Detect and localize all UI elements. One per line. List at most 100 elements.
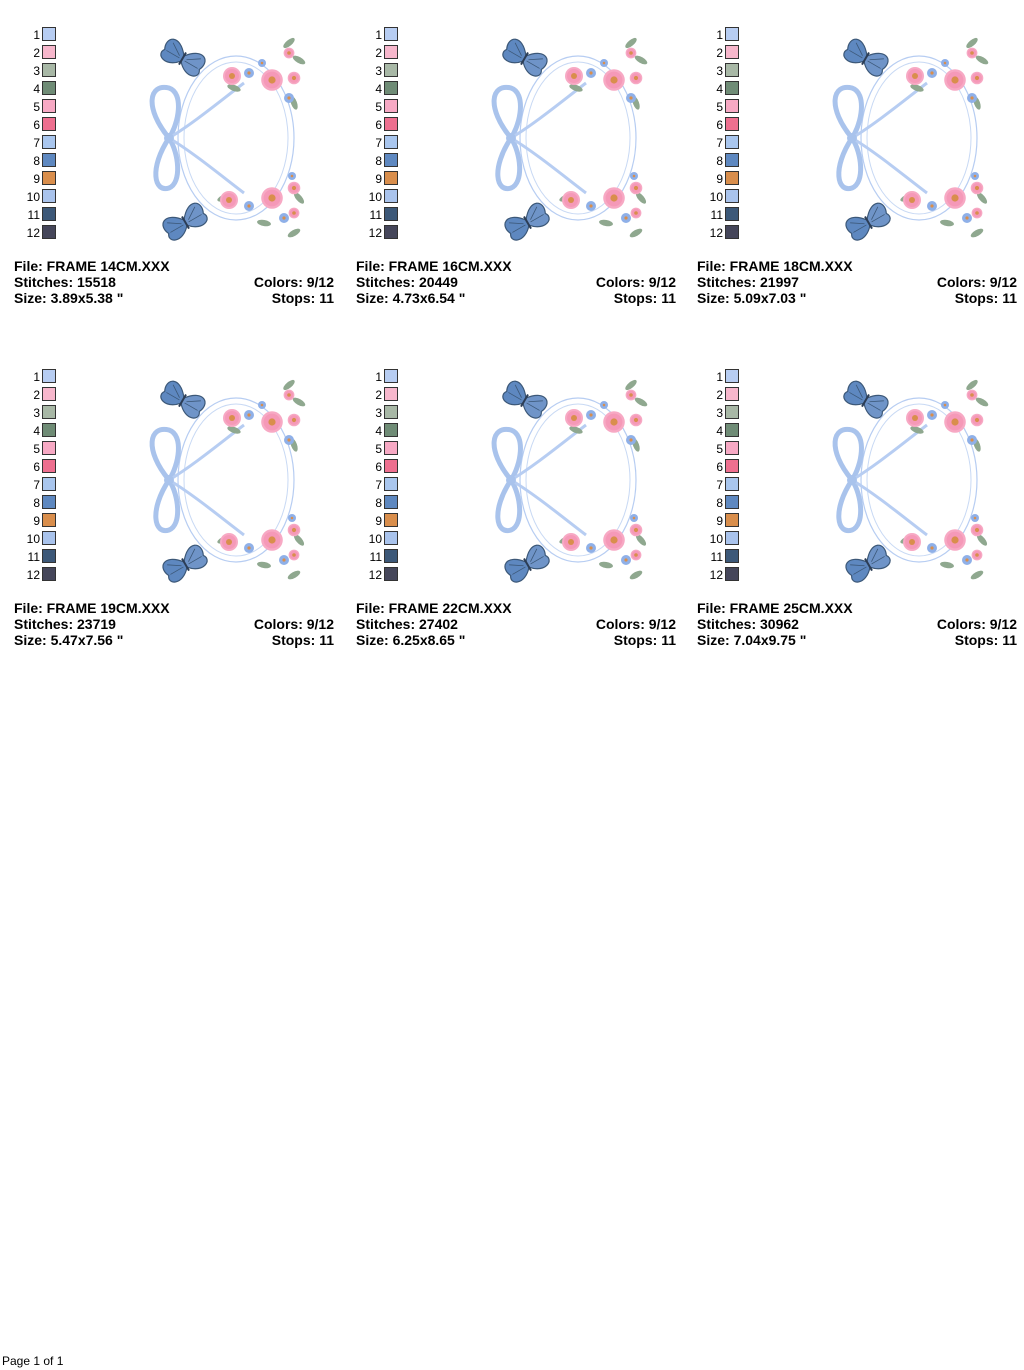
stitch-count: Stitches: 23719 xyxy=(14,616,116,632)
thread-color-swatch xyxy=(384,45,398,59)
thread-color-row: 2 xyxy=(356,44,398,62)
embroidery-design-preview xyxy=(149,35,307,244)
thread-color-number: 9 xyxy=(33,514,40,528)
thread-color-swatch xyxy=(384,63,398,77)
color-count: Colors: 9/12 xyxy=(595,616,676,632)
design-info: File: FRAME 18CM.XXX Stitches: 21997 Col… xyxy=(697,258,1017,306)
thread-color-row: 3 xyxy=(356,62,398,80)
thread-color-swatch xyxy=(725,117,739,131)
thread-color-number: 6 xyxy=(375,460,382,474)
design-card: 1 2 3 4 5 6 7 8 9 10 xyxy=(697,342,1017,662)
thread-color-row: 3 xyxy=(697,62,739,80)
thread-color-row: 1 xyxy=(14,368,56,386)
design-info: File: FRAME 22CM.XXX Stitches: 27402 Col… xyxy=(356,600,676,648)
thread-color-row: 10 xyxy=(356,188,398,206)
stitch-count: Stitches: 21997 xyxy=(697,274,799,290)
design-card: 1 2 3 4 5 6 7 8 9 10 xyxy=(14,342,334,662)
thread-color-swatch xyxy=(384,117,398,131)
design-info: File: FRAME 14CM.XXX Stitches: 15518 Col… xyxy=(14,258,334,306)
thread-color-number: 4 xyxy=(716,424,723,438)
file-name: File: FRAME 16CM.XXX xyxy=(356,258,512,274)
thread-color-row: 6 xyxy=(356,458,398,476)
thread-color-row: 9 xyxy=(697,512,739,530)
thread-color-swatch xyxy=(42,387,56,401)
thread-color-swatch xyxy=(725,387,739,401)
thread-color-number: 8 xyxy=(33,496,40,510)
stop-count: Stops: 11 xyxy=(954,632,1017,648)
thread-color-number: 11 xyxy=(27,550,40,564)
embroidery-design-preview xyxy=(491,35,649,244)
stop-count: Stops: 11 xyxy=(271,632,334,648)
stitch-count: Stitches: 20449 xyxy=(356,274,458,290)
thread-color-swatch xyxy=(42,423,56,437)
thread-color-row: 7 xyxy=(14,476,56,494)
thread-color-row: 12 xyxy=(697,224,739,242)
thread-color-number: 3 xyxy=(716,64,723,78)
thread-color-row: 5 xyxy=(356,98,398,116)
thread-color-swatch xyxy=(725,495,739,509)
thread-color-number: 1 xyxy=(716,28,723,42)
thread-color-number: 2 xyxy=(33,46,40,60)
thread-color-number: 6 xyxy=(375,118,382,132)
design-preview xyxy=(486,370,656,590)
thread-color-number: 4 xyxy=(375,82,382,96)
design-size: Size: 5.09x7.03 " xyxy=(697,290,807,306)
thread-color-row: 3 xyxy=(356,404,398,422)
thread-color-number: 7 xyxy=(716,136,723,150)
thread-color-number: 3 xyxy=(716,406,723,420)
thread-color-row: 4 xyxy=(356,80,398,98)
thread-color-row: 4 xyxy=(356,422,398,440)
thread-color-row: 12 xyxy=(14,566,56,584)
thread-color-swatch xyxy=(42,189,56,203)
thread-color-row: 1 xyxy=(356,368,398,386)
thread-color-swatch xyxy=(725,171,739,185)
thread-color-row: 6 xyxy=(356,116,398,134)
thread-color-swatch xyxy=(42,549,56,563)
thread-color-swatch xyxy=(725,513,739,527)
file-name: File: FRAME 25CM.XXX xyxy=(697,600,853,616)
thread-color-swatch xyxy=(725,207,739,221)
thread-color-row: 5 xyxy=(14,440,56,458)
thread-color-swatch xyxy=(42,405,56,419)
thread-color-row: 4 xyxy=(14,80,56,98)
thread-color-swatch xyxy=(384,531,398,545)
design-preview xyxy=(144,28,314,248)
thread-color-number: 5 xyxy=(716,100,723,114)
thread-color-row: 8 xyxy=(14,494,56,512)
thread-color-row: 6 xyxy=(14,458,56,476)
thread-color-swatch xyxy=(42,45,56,59)
thread-color-swatch xyxy=(384,27,398,41)
thread-color-number: 1 xyxy=(716,370,723,384)
thread-color-row: 9 xyxy=(14,512,56,530)
thread-color-swatch xyxy=(384,441,398,455)
thread-color-number: 11 xyxy=(369,208,382,222)
design-info: File: FRAME 19CM.XXX Stitches: 23719 Col… xyxy=(14,600,334,648)
thread-color-swatch xyxy=(384,225,398,239)
design-card: 1 2 3 4 5 6 7 8 9 10 xyxy=(356,0,676,320)
thread-color-number: 5 xyxy=(716,442,723,456)
thread-color-swatch xyxy=(384,423,398,437)
thread-color-number: 12 xyxy=(26,226,40,240)
thread-color-swatch xyxy=(725,63,739,77)
thread-color-row: 5 xyxy=(356,440,398,458)
thread-color-row: 6 xyxy=(14,116,56,134)
design-card: 1 2 3 4 5 6 7 8 9 10 xyxy=(356,342,676,662)
thread-color-number: 2 xyxy=(716,388,723,402)
color-count: Colors: 9/12 xyxy=(253,274,334,290)
thread-color-number: 10 xyxy=(368,532,382,546)
thread-color-row: 3 xyxy=(697,404,739,422)
thread-color-number: 6 xyxy=(33,460,40,474)
thread-color-row: 2 xyxy=(14,44,56,62)
thread-color-swatch xyxy=(42,171,56,185)
thread-color-number: 9 xyxy=(33,172,40,186)
thread-color-row: 3 xyxy=(14,62,56,80)
thread-color-number: 4 xyxy=(33,82,40,96)
thread-color-row: 7 xyxy=(697,134,739,152)
thread-color-row: 5 xyxy=(697,440,739,458)
thread-color-row: 1 xyxy=(14,26,56,44)
thread-color-number: 6 xyxy=(716,460,723,474)
thread-color-number: 2 xyxy=(716,46,723,60)
thread-color-swatch xyxy=(725,477,739,491)
thread-color-swatch xyxy=(725,27,739,41)
design-size: Size: 3.89x5.38 " xyxy=(14,290,124,306)
